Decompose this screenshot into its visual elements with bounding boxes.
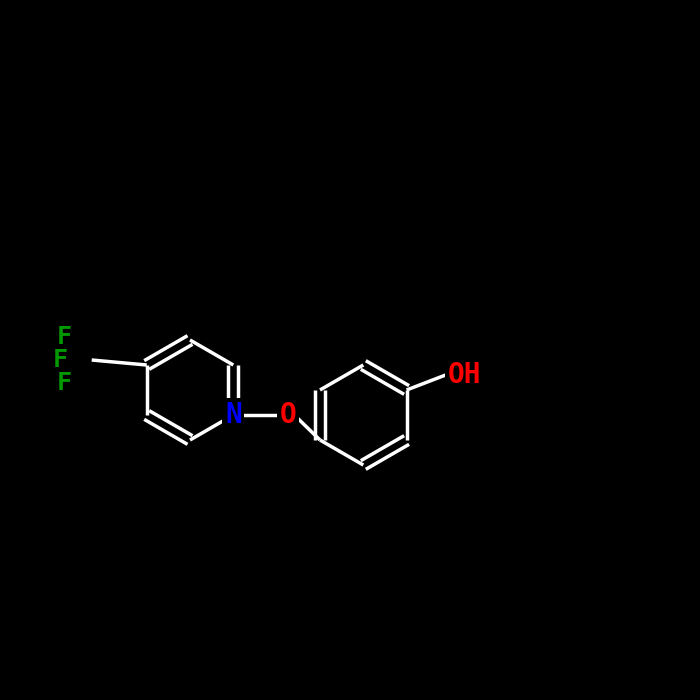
Text: F: F — [57, 370, 71, 395]
Text: OH: OH — [447, 361, 481, 389]
Text: F: F — [53, 348, 68, 372]
Text: O: O — [280, 401, 297, 429]
Text: N: N — [225, 401, 242, 429]
Text: F: F — [57, 326, 71, 349]
